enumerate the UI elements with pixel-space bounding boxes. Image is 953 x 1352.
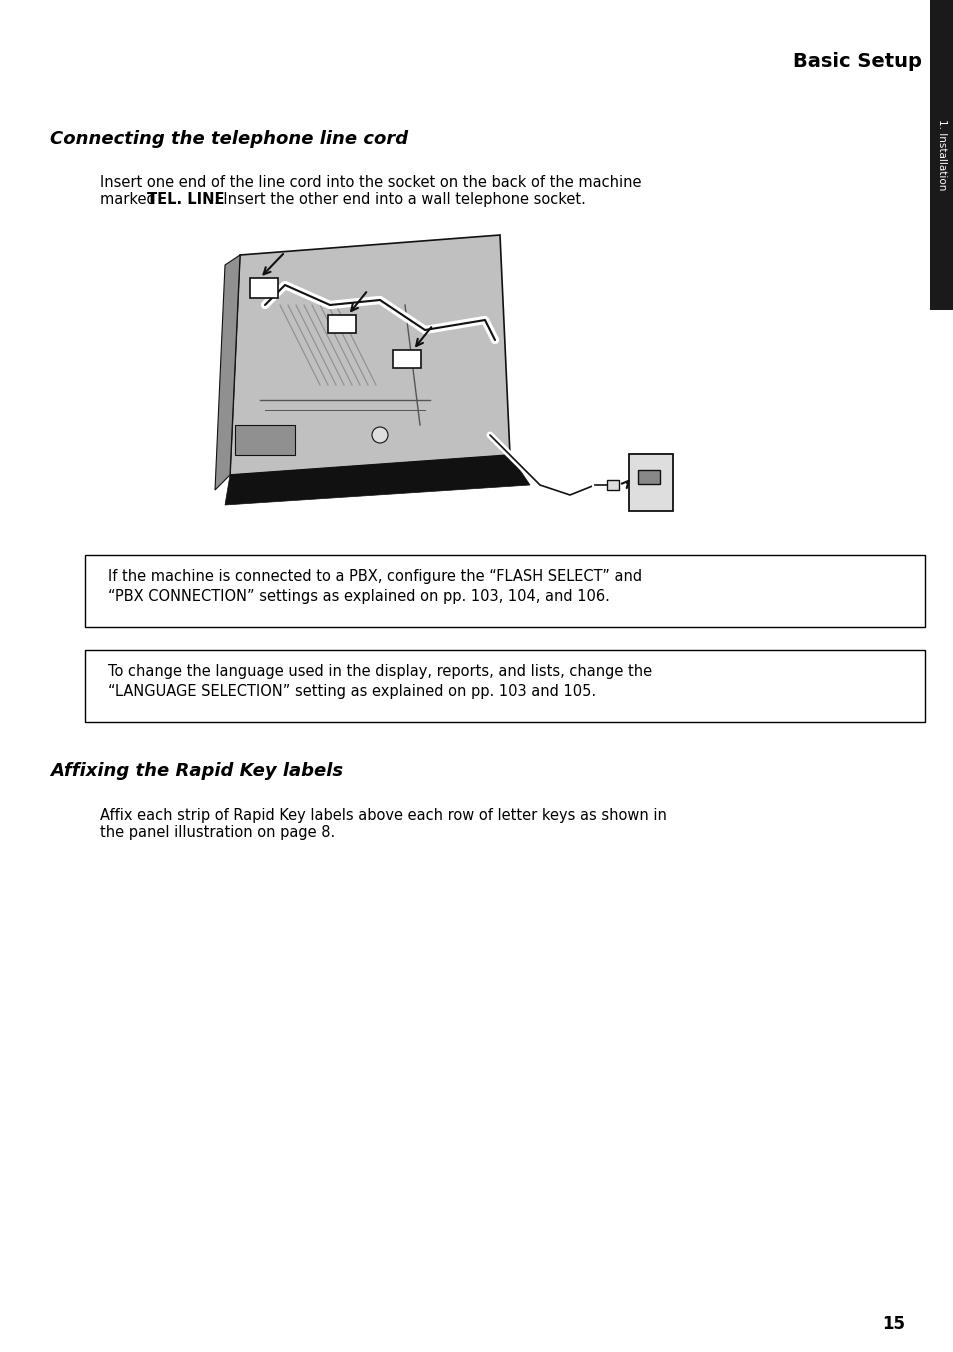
Text: TEL. LINE: TEL. LINE xyxy=(147,192,224,207)
Text: 15: 15 xyxy=(882,1315,904,1333)
Text: “LANGUAGE SELECTION” setting as explained on pp. 103 and 105.: “LANGUAGE SELECTION” setting as explaine… xyxy=(108,684,596,699)
FancyBboxPatch shape xyxy=(929,0,953,310)
Circle shape xyxy=(372,427,388,443)
Text: To change the language used in the display, reports, and lists, change the: To change the language used in the displ… xyxy=(108,664,652,679)
FancyBboxPatch shape xyxy=(328,315,355,333)
Text: 1. Installation: 1. Installation xyxy=(936,119,946,191)
FancyBboxPatch shape xyxy=(638,470,659,484)
Text: Basic Setup: Basic Setup xyxy=(792,51,921,72)
FancyBboxPatch shape xyxy=(628,454,672,511)
Text: marked: marked xyxy=(100,192,160,207)
Text: Insert one end of the line cord into the socket on the back of the machine: Insert one end of the line cord into the… xyxy=(100,174,640,191)
FancyBboxPatch shape xyxy=(85,556,924,627)
Text: . Insert the other end into a wall telephone socket.: . Insert the other end into a wall telep… xyxy=(213,192,585,207)
Polygon shape xyxy=(225,456,530,506)
Polygon shape xyxy=(230,235,510,475)
Text: “PBX CONNECTION” settings as explained on pp. 103, 104, and 106.: “PBX CONNECTION” settings as explained o… xyxy=(108,589,609,604)
Text: Affix each strip of Rapid Key labels above each row of letter keys as shown in: Affix each strip of Rapid Key labels abo… xyxy=(100,808,666,823)
Text: Affixing the Rapid Key labels: Affixing the Rapid Key labels xyxy=(50,763,343,780)
Text: If the machine is connected to a PBX, configure the “FLASH SELECT” and: If the machine is connected to a PBX, co… xyxy=(108,569,641,584)
FancyBboxPatch shape xyxy=(234,425,294,456)
FancyBboxPatch shape xyxy=(606,480,618,489)
FancyBboxPatch shape xyxy=(250,279,277,297)
FancyBboxPatch shape xyxy=(85,650,924,722)
Text: Connecting the telephone line cord: Connecting the telephone line cord xyxy=(50,130,408,147)
Text: the panel illustration on page 8.: the panel illustration on page 8. xyxy=(100,825,335,840)
FancyBboxPatch shape xyxy=(393,350,420,368)
Polygon shape xyxy=(214,256,240,489)
